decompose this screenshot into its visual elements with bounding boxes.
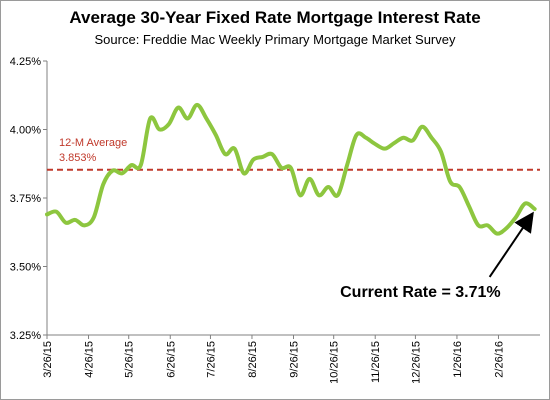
x-tick-label: 10/26/15 xyxy=(329,341,341,384)
x-tick-label: 4/26/15 xyxy=(84,341,96,378)
y-tick-label: 3.50% xyxy=(10,262,41,274)
current-rate-annotation: Current Rate = 3.71% xyxy=(340,284,501,301)
x-tick-label: 12/26/15 xyxy=(410,341,422,384)
x-tick-label: 6/26/15 xyxy=(165,341,177,378)
x-tick-label: 1/26/16 xyxy=(452,341,464,378)
x-tick-label: 3/26/15 xyxy=(42,341,54,378)
average-value-label: 3.853% xyxy=(59,152,97,164)
y-tick-label: 3.25% xyxy=(10,330,41,342)
y-tick-label: 3.75% xyxy=(10,193,41,205)
chart-subtitle: Source: Freddie Mac Weekly Primary Mortg… xyxy=(94,32,456,47)
x-tick-label: 8/26/15 xyxy=(247,341,259,378)
x-tick-label: 11/26/15 xyxy=(370,341,382,383)
x-tick-label: 2/26/16 xyxy=(493,341,505,378)
current-rate-arrow xyxy=(488,211,534,278)
y-tick-label: 4.00% xyxy=(10,125,41,137)
x-tick-label: 7/26/15 xyxy=(205,341,217,378)
x-tick-label: 5/26/15 xyxy=(124,341,136,378)
series-line-mortgage-rate xyxy=(45,102,537,236)
x-tick-label: 9/26/15 xyxy=(289,341,301,378)
average-label: 12-M Average xyxy=(59,137,127,149)
y-tick-label: 4.25% xyxy=(10,56,41,68)
chart-title: Average 30-Year Fixed Rate Mortgage Inte… xyxy=(69,8,481,27)
